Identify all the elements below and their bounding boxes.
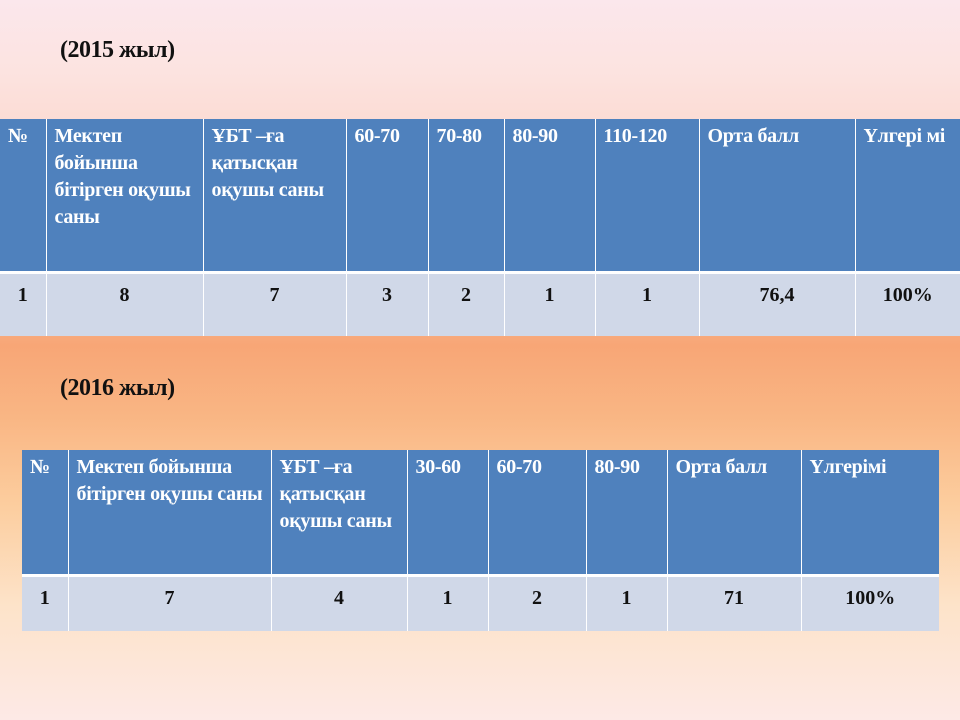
cell-range-80-90: 1 — [586, 575, 668, 631]
header-average-score: Орта балл — [699, 119, 856, 274]
table-row: 1 8 7 3 2 1 1 76,4 100% — [0, 272, 960, 336]
cell-graduates: 8 — [46, 272, 204, 336]
header-average-score: Орта балл — [667, 450, 802, 577]
cell-range-70-80: 2 — [428, 272, 505, 336]
cell-range-60-70: 2 — [488, 575, 587, 631]
cell-average-score: 76,4 — [699, 272, 856, 336]
results-table-2015: № Мектеп бойынша бітірген оқушы саны ҰБТ… — [0, 119, 960, 336]
header-graduates: Мектеп бойынша бітірген оқушы саны — [68, 450, 272, 577]
cell-participants: 4 — [271, 575, 408, 631]
cell-progress: 100% — [801, 575, 939, 631]
table-row: 1 7 4 1 2 1 71 100% — [22, 575, 939, 631]
cell-number: 1 — [22, 575, 69, 631]
header-range-70-80: 70-80 — [428, 119, 505, 274]
header-participants: ҰБТ –ға қатысқан оқушы саны — [203, 119, 347, 274]
heading-2016: (2016 жыл) — [60, 375, 175, 401]
cell-range-60-70: 3 — [346, 272, 429, 336]
header-graduates: Мектеп бойынша бітірген оқушы саны — [46, 119, 204, 274]
heading-2015: (2015 жыл) — [60, 37, 175, 63]
header-range-80-90: 80-90 — [504, 119, 596, 274]
header-range-30-60: 30-60 — [407, 450, 489, 577]
header-progress: Үлгерімі — [801, 450, 939, 577]
header-range-110-120: 110-120 — [595, 119, 700, 274]
header-row: № Мектеп бойынша бітірген оқушы саны ҰБТ… — [22, 450, 939, 577]
header-number: № — [0, 119, 47, 274]
header-progress: Үлгері мі — [855, 119, 960, 274]
cell-participants: 7 — [203, 272, 347, 336]
cell-progress: 100% — [855, 272, 960, 336]
cell-number: 1 — [0, 272, 47, 336]
header-range-60-70: 60-70 — [488, 450, 587, 577]
cell-range-30-60: 1 — [407, 575, 489, 631]
header-number: № — [22, 450, 69, 577]
results-table-2016: № Мектеп бойынша бітірген оқушы саны ҰБТ… — [22, 450, 939, 631]
cell-average-score: 71 — [667, 575, 802, 631]
header-participants: ҰБТ –ға қатысқан оқушы саны — [271, 450, 408, 577]
header-range-80-90: 80-90 — [586, 450, 668, 577]
header-range-60-70: 60-70 — [346, 119, 429, 274]
cell-graduates: 7 — [68, 575, 272, 631]
header-row: № Мектеп бойынша бітірген оқушы саны ҰБТ… — [0, 119, 960, 274]
cell-range-80-90: 1 — [504, 272, 596, 336]
cell-range-110-120: 1 — [595, 272, 700, 336]
